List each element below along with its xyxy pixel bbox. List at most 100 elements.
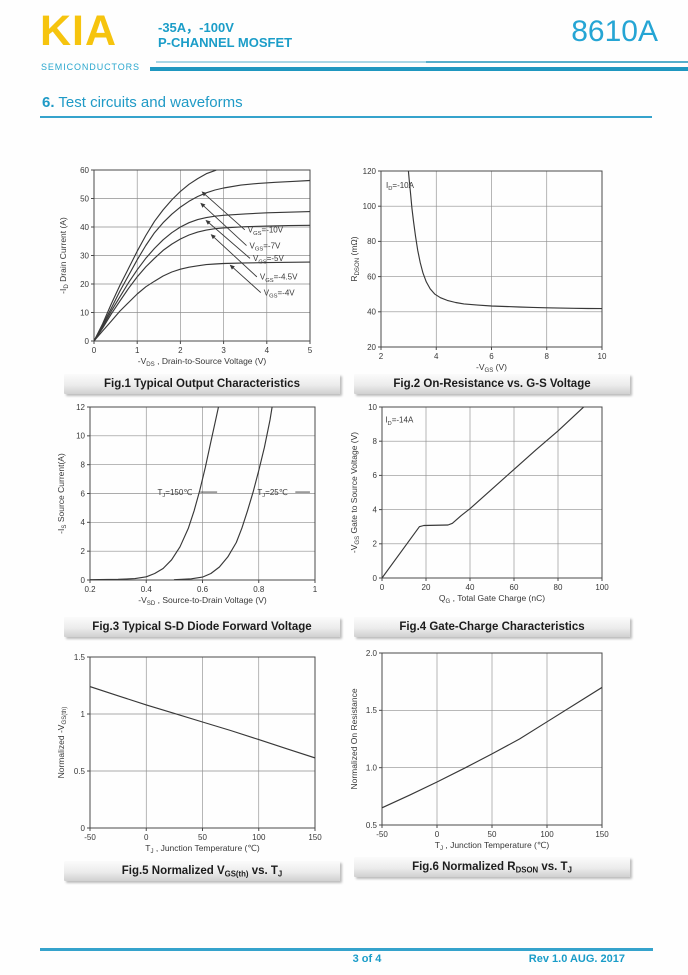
subscript-text: DSON bbox=[515, 865, 539, 875]
y-tick-label: 4 bbox=[81, 518, 86, 527]
text: (V) bbox=[493, 362, 507, 372]
y-tick-label: 60 bbox=[367, 272, 376, 281]
text: , Drain-to-Source Voltage (V) bbox=[155, 356, 267, 366]
x-tick-label: 3 bbox=[221, 346, 226, 355]
y-tick-label: 1.0 bbox=[366, 763, 378, 772]
text: V bbox=[253, 254, 259, 263]
y-tick-label: 0.5 bbox=[74, 767, 86, 776]
subscript: DS bbox=[146, 361, 154, 368]
text-segment: Fig.1 Typical Output Characteristics bbox=[104, 378, 300, 390]
subscript: J bbox=[162, 493, 165, 499]
x-tick-label: 150 bbox=[308, 833, 322, 842]
annotation-label: VGS=-5V bbox=[253, 254, 285, 265]
x-tick-label: -50 bbox=[376, 830, 388, 839]
y-tick-label: 8 bbox=[81, 460, 86, 469]
y-tick-label: 60 bbox=[80, 166, 89, 175]
x-tick-label: 0 bbox=[92, 346, 97, 355]
y-axis-label: RDSON (mΩ) bbox=[350, 236, 361, 281]
fig2-on-resistance-chart: 2 4 6 8 10 20 40 60 80 100 120 -VGS (V) RDSON (mΩ) ID… bbox=[349, 150, 670, 381]
subscript-text: J bbox=[567, 865, 572, 875]
text: V bbox=[250, 241, 256, 250]
x-tick-label: 100 bbox=[540, 830, 554, 839]
x-tick-label: 0.2 bbox=[84, 585, 96, 594]
fig5-caption: Fig.5 Normalized VGS(th) vs. TJ bbox=[64, 861, 340, 881]
y-axis-label: Normalized On Resistance bbox=[350, 688, 359, 789]
x-tick-label: 1 bbox=[135, 346, 140, 355]
text: V bbox=[248, 226, 254, 235]
x-tick-label: 60 bbox=[510, 583, 519, 592]
subscript-text: J bbox=[277, 869, 283, 879]
x-tick-label: 0.6 bbox=[197, 585, 209, 594]
fig6-caption: Fig.6 Normalized RDSON vs. TJ bbox=[354, 857, 630, 877]
annotation-arrowhead bbox=[205, 219, 211, 225]
y-tick-label: 1 bbox=[81, 710, 86, 719]
y-tick-label: 20 bbox=[80, 280, 89, 289]
x-tick-label: 50 bbox=[488, 830, 497, 839]
text: I bbox=[386, 181, 388, 190]
x-axis-label: TJ , Junction Temperature (℃) bbox=[145, 843, 260, 855]
annotation-label: ID=-10A bbox=[386, 181, 415, 192]
fig3-sd-diode-forward-voltage-chart: 0.2 0.4 0.6 0.8 1 0 2 4 6 8 10 12 -VSD , Source-to-D… bbox=[40, 400, 340, 615]
text: =-14A bbox=[392, 416, 414, 425]
y-tick-label: 50 bbox=[80, 194, 89, 203]
text: -V bbox=[138, 356, 147, 366]
subscript-text: GS(th) bbox=[224, 869, 249, 879]
text: =-10V bbox=[262, 226, 284, 235]
y-tick-label: 0 bbox=[373, 574, 378, 583]
subscript: D bbox=[388, 421, 392, 427]
y-tick-label: 40 bbox=[367, 308, 376, 317]
y-tick-label: 20 bbox=[367, 343, 376, 352]
text: (mΩ) bbox=[350, 236, 359, 258]
page-indicator: 3 of 4 bbox=[352, 953, 382, 965]
annotation-arrow-line bbox=[203, 205, 247, 246]
annotation-label: VGS=-7V bbox=[250, 241, 282, 252]
text: =25℃ bbox=[265, 488, 288, 497]
x-tick-label: 0.8 bbox=[253, 585, 265, 594]
series-curve bbox=[94, 211, 310, 341]
fig6-normalized-rdson-chart: -50 0 50 100 150 0.5 1.0 1.5 2.0 TJ , Junction Te… bbox=[349, 648, 670, 857]
series-curve bbox=[90, 686, 315, 759]
y-tick-label: 2.0 bbox=[366, 649, 378, 658]
fig4-caption: Fig.4 Gate-Charge Characteristics bbox=[354, 617, 630, 637]
text: -V bbox=[138, 595, 147, 605]
y-tick-label: 0 bbox=[81, 824, 86, 833]
y-tick-label: 6 bbox=[373, 471, 378, 480]
fig1-typical-output-characteristics-chart: 0 1 2 3 4 5 0 10 20 30 40 50 60 -VDS , Drain-to-Sourc… bbox=[40, 152, 340, 373]
x-axis-label: TJ , Junction Temperature (℃) bbox=[435, 840, 550, 852]
x-tick-label: 6 bbox=[489, 352, 494, 361]
text: -I bbox=[56, 529, 66, 534]
y-tick-label: 12 bbox=[76, 403, 85, 412]
series-curve bbox=[407, 171, 602, 310]
y-axis-label: Normalized -VGS(th) bbox=[56, 707, 68, 779]
subscript: J bbox=[440, 845, 443, 852]
x-tick-label: 0 bbox=[380, 583, 385, 592]
text: Normalized On Resistance bbox=[350, 688, 359, 789]
fig4-plot-svg: 0 20 40 60 80 100 0 2 4 6 8 10 QG , Total Gate Charg… bbox=[349, 403, 609, 605]
annotation-arrow-line bbox=[208, 222, 251, 259]
text: V bbox=[260, 273, 266, 282]
y-tick-label: 80 bbox=[367, 237, 376, 246]
footer-divider bbox=[40, 948, 653, 951]
y-tick-label: 10 bbox=[76, 432, 85, 441]
section-underline bbox=[40, 116, 652, 118]
text: Gate to Source Voltage (V) bbox=[350, 432, 359, 536]
text: -V bbox=[350, 544, 359, 553]
text: =-7V bbox=[263, 241, 281, 250]
subscript: GS bbox=[255, 247, 264, 253]
text: I bbox=[385, 416, 387, 425]
device-rating: -35A，-100V bbox=[158, 20, 234, 35]
series-curve bbox=[94, 170, 218, 341]
subscript: GS bbox=[484, 367, 493, 374]
x-axis-label: -VGS (V) bbox=[476, 362, 507, 374]
subscript: GS bbox=[354, 536, 361, 545]
x-tick-label: 80 bbox=[554, 583, 563, 592]
y-tick-label: 0.5 bbox=[366, 821, 378, 830]
subscript: J bbox=[150, 848, 153, 855]
annotation-label: TJ=25℃ bbox=[257, 488, 287, 499]
text: =-5V bbox=[267, 254, 285, 263]
section-number: 6. bbox=[42, 94, 55, 111]
annotation-label: VGS=-4V bbox=[264, 288, 296, 299]
